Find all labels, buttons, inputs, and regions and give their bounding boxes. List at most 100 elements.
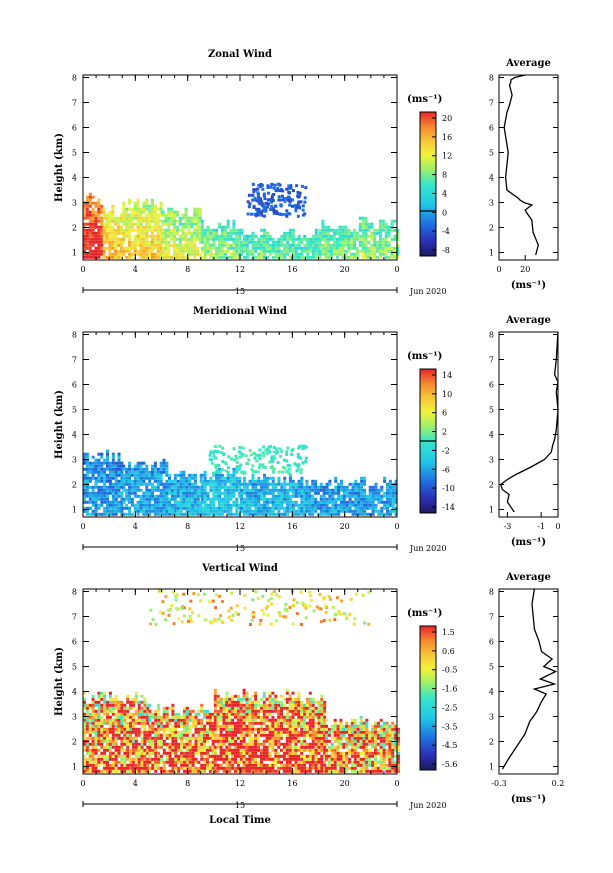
heatmap-cell	[157, 763, 161, 767]
heatmap-cell	[165, 709, 169, 713]
heatmap-cell	[383, 491, 387, 495]
heatmap-cell	[83, 473, 86, 477]
heatmap-cell	[108, 745, 112, 749]
heatmap-cell	[188, 482, 192, 486]
heatmap-cell	[108, 234, 112, 238]
heatmap-cell	[300, 184, 304, 188]
heatmap-cell	[100, 210, 104, 214]
heatmap-cell	[231, 748, 235, 752]
heatmap-cell	[117, 249, 120, 253]
heatmap-cell	[390, 222, 394, 226]
heatmap-cell	[106, 712, 109, 716]
heatmap-cell	[139, 473, 143, 477]
heatmap-cell	[200, 724, 204, 728]
heatmap-cell	[168, 733, 172, 737]
heatmap-cell	[171, 736, 175, 740]
heatmap-cell	[208, 766, 212, 770]
heatmap-cell	[235, 479, 239, 483]
heatmap-cell	[260, 252, 264, 256]
heatmap-cell	[171, 709, 175, 713]
heatmap-cell	[222, 760, 226, 764]
heatmap-cell	[203, 745, 207, 749]
heatmap-cell	[206, 234, 210, 238]
heatmap-cell	[156, 213, 160, 217]
heatmap-cell	[319, 500, 323, 504]
heatmap-cell	[174, 763, 178, 767]
average-x-label: (ms⁻¹)	[511, 280, 546, 291]
heatmap-cell	[85, 712, 89, 716]
colorbar-tick-label: -2	[442, 446, 450, 455]
heatmap-cell	[273, 456, 277, 460]
heatmap-cell	[232, 237, 236, 241]
heatmap-cell	[283, 488, 287, 492]
heatmap-cell	[271, 703, 275, 707]
heatmap-cell	[242, 757, 246, 761]
heatmap-cell	[162, 760, 166, 764]
heatmap-cell	[106, 730, 109, 734]
heatmap-cell	[236, 766, 240, 770]
heatmap-cell	[194, 724, 198, 728]
heatmap-cell	[209, 252, 213, 256]
heatmap-cell	[203, 488, 207, 492]
heatmap-cell	[131, 721, 135, 725]
heatmap-cell	[232, 222, 236, 226]
heatmap-cell	[280, 485, 284, 489]
heatmap-cell	[108, 210, 112, 214]
heatmap-cell	[367, 222, 371, 226]
heatmap-cell	[280, 721, 283, 725]
heatmap-cell	[251, 198, 255, 202]
heatmap-cell	[228, 703, 232, 707]
heatmap-cell	[286, 231, 290, 235]
heatmap-cell	[148, 207, 152, 211]
heatmap-cell	[122, 228, 126, 232]
heatmap-cell	[378, 225, 382, 229]
heatmap-cell	[91, 455, 95, 459]
heatmap-cell	[303, 212, 307, 216]
heatmap-cell	[184, 207, 188, 211]
heatmap-cell	[111, 742, 115, 746]
heatmap-cell	[108, 757, 112, 761]
heatmap-cell	[88, 210, 92, 214]
heatmap-cell	[239, 745, 243, 749]
heatmap-cell	[344, 243, 348, 247]
heatmap-cell	[242, 688, 246, 692]
heatmap-cell	[291, 745, 295, 749]
heatmap-cell	[173, 509, 177, 513]
heatmap-cell	[381, 249, 385, 253]
heatmap-cell	[242, 712, 246, 716]
heatmap-cell	[265, 748, 269, 752]
heatmap-cell	[248, 703, 252, 707]
heatmap-cell	[251, 249, 255, 253]
heatmap-cell	[383, 500, 387, 504]
heatmap-cell	[288, 203, 292, 207]
heatmap-cell	[314, 249, 318, 253]
heatmap-cell	[300, 252, 304, 256]
heatmap-cell	[265, 243, 269, 247]
heatmap-cell	[100, 488, 104, 492]
heatmap-cell	[91, 237, 95, 241]
heatmap-cell	[216, 450, 220, 453]
heatmap-cell	[208, 718, 212, 722]
heatmap-cell	[278, 183, 282, 187]
heatmap-cell	[240, 491, 243, 495]
heatmap-cell	[193, 252, 197, 256]
heatmap-cell	[219, 757, 223, 761]
heatmap-cell	[177, 769, 181, 773]
heatmap-cell	[139, 470, 143, 474]
heatmap-cell	[262, 703, 266, 707]
heatmap-cell	[139, 231, 143, 235]
heatmap-cell	[179, 494, 183, 498]
heatmap-cell	[168, 500, 171, 504]
heatmap-cell	[148, 709, 152, 713]
heatmap-cell	[188, 506, 192, 510]
heatmap-cell	[219, 697, 223, 701]
heatmap-cell	[193, 476, 197, 480]
heatmap-cell	[111, 700, 115, 704]
average-y-tick-label: 5	[489, 149, 494, 158]
heatmap-cell	[198, 252, 202, 256]
average-y-tick-label: 4	[489, 431, 494, 440]
heatmap-cell	[83, 763, 86, 767]
heatmap-cell	[291, 204, 294, 208]
heatmap-cell	[91, 255, 95, 259]
heatmap-cell	[162, 494, 166, 498]
